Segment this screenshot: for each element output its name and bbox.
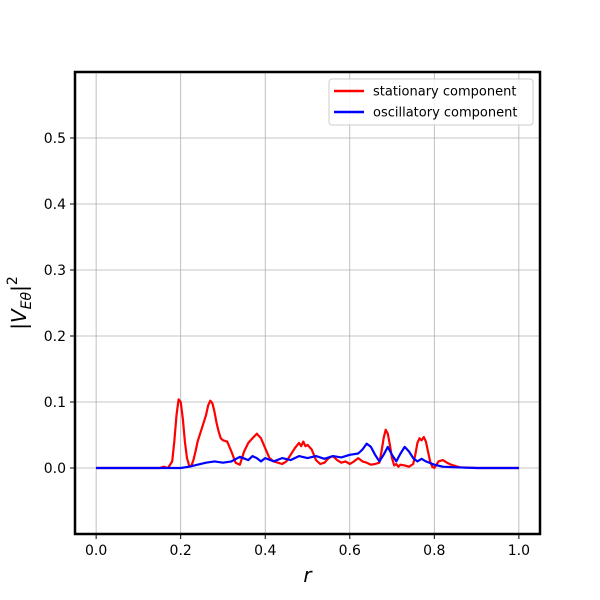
y-tick-label: 0.4 [44, 197, 66, 213]
x-tick-label: 0.4 [254, 543, 276, 559]
x-tick-label: 0.2 [170, 543, 192, 559]
y-tick-label: 0.0 [44, 461, 66, 477]
plot-frame [73, 70, 542, 536]
y-axis-label: |VEθ|2 [5, 276, 35, 330]
x-tick-label: 0.6 [339, 543, 361, 559]
y-tick-label: 0.1 [44, 395, 66, 411]
x-axis-label: r [303, 563, 313, 587]
y-tick-label: 0.3 [44, 263, 66, 279]
legend-label: stationary component [373, 85, 516, 100]
x-tick-label: 0.8 [423, 543, 445, 559]
axis-ticks: 0.0 0.2 0.4 0.6 0.8 1.0 0.0 0.1 0.2 0.3 0.4 0.5 [44, 131, 530, 559]
series-layer [96, 398, 519, 470]
x-tick-label: 0.0 [85, 543, 107, 559]
x-tick-label: 1.0 [508, 543, 530, 559]
y-tick-label: 0.2 [44, 329, 66, 345]
series-line-stationary [96, 398, 519, 470]
legend: stationary component oscillatory componen… [328, 78, 534, 126]
y-tick-label: 0.5 [44, 131, 66, 147]
legend-box [328, 78, 534, 126]
legend-label: oscillatory component [373, 106, 517, 121]
grid-lines [75, 72, 540, 534]
series-line-oscillatory [96, 442, 519, 470]
